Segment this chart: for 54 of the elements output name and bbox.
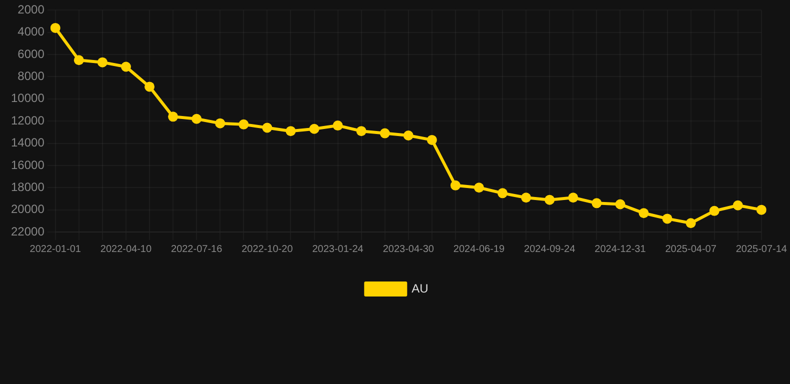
point: [238, 119, 249, 130]
point: [262, 122, 272, 133]
x-tick-label: 2022-01-01: [30, 244, 82, 255]
point: [356, 126, 366, 136]
point: [426, 134, 437, 145]
x-tick-label: 2022-07-16: [171, 244, 223, 255]
y-tick-label: 18000: [10, 180, 45, 194]
point: [168, 112, 178, 122]
point: [450, 180, 460, 190]
y-tick-label: 22000: [10, 224, 45, 238]
legend-label: AU: [412, 281, 428, 296]
point: [592, 198, 602, 208]
x-tick-label: 2024-06-19: [453, 244, 506, 255]
point: [568, 192, 578, 203]
y-tick-label: 8000: [18, 69, 45, 84]
point: [380, 128, 390, 138]
y-tick-label: 2000: [18, 2, 45, 17]
point: [309, 124, 320, 134]
point: [403, 130, 414, 141]
point: [74, 55, 84, 66]
point: [498, 188, 508, 198]
point: [332, 120, 343, 131]
point: [97, 57, 108, 68]
point: [686, 218, 696, 228]
point: [474, 182, 484, 193]
point: [286, 126, 296, 136]
x-tick-label: 2025-04-07: [665, 244, 717, 255]
point: [544, 194, 555, 205]
point: [120, 62, 131, 72]
y-tick-label: 6000: [18, 46, 45, 61]
y-tick-label: 14000: [10, 136, 45, 150]
point: [521, 192, 532, 203]
x-tick-label: 2022-04-10: [100, 244, 152, 255]
y-tick-label: 10000: [10, 91, 45, 106]
point: [615, 199, 626, 210]
x-tick-label: 2023-01-24: [312, 244, 364, 255]
y-tick-label: 4000: [18, 24, 45, 39]
point: [192, 114, 202, 124]
x-tick-label: 2024-09-24: [524, 244, 576, 255]
x-tick-label: 2023-04-30: [382, 244, 434, 255]
point: [50, 22, 60, 33]
point: [732, 200, 743, 210]
y-tick-label: 16000: [10, 158, 45, 172]
y-tick-label: 12000: [10, 113, 45, 128]
point: [662, 214, 672, 224]
point: [215, 118, 226, 128]
x-tick-label: 2024-12-31: [594, 244, 646, 255]
point: [638, 208, 649, 218]
x-tick-label: 2022-10-20: [242, 244, 294, 255]
point: [144, 82, 155, 92]
point: [756, 204, 766, 215]
y-tick-label: 20000: [10, 202, 45, 216]
point: [709, 206, 720, 216]
x-tick-label: 2025-07-14: [736, 244, 788, 255]
